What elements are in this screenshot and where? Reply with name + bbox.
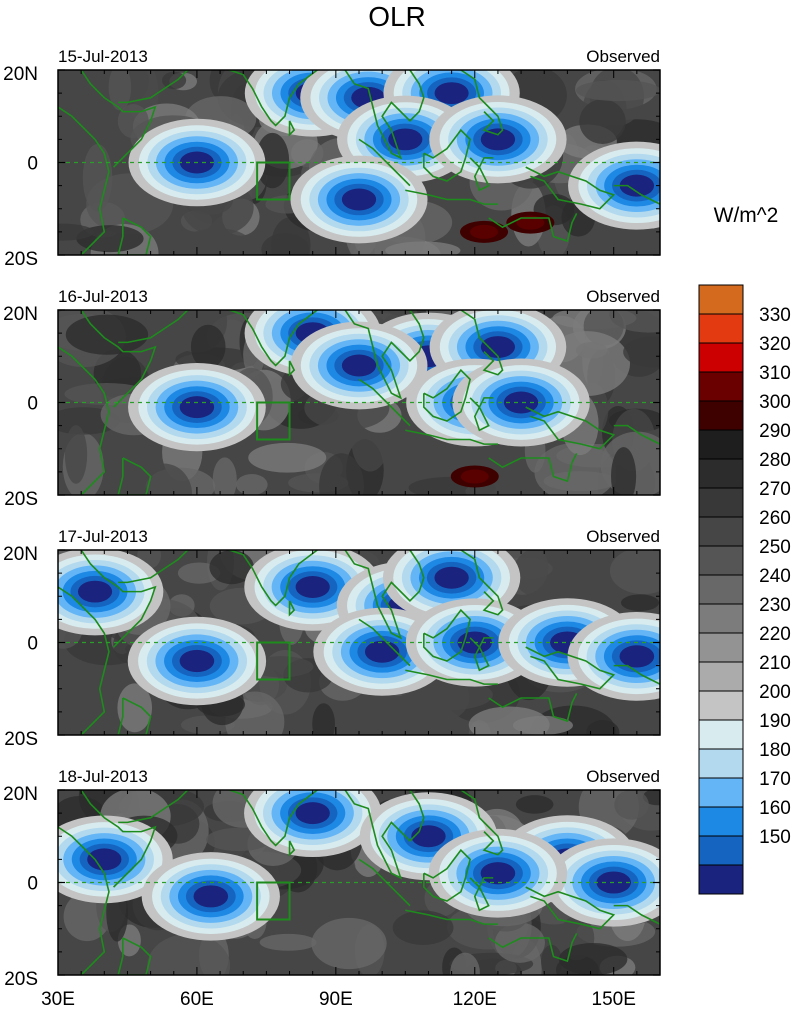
colorbar-swatch	[698, 661, 744, 692]
colorbar-label: 300	[759, 392, 791, 413]
colorbar-swatch	[698, 313, 744, 344]
colorbar-swatch	[698, 748, 744, 779]
panel-2: 16-Jul-2013 Observed 20N 0 20S	[3, 287, 661, 510]
y-tick-label: 20N	[3, 784, 38, 805]
y-tick-label: 20N	[3, 64, 38, 85]
colorbar-swatch	[698, 690, 744, 721]
colorbar-swatch	[698, 458, 744, 489]
colorbar-label: 270	[759, 479, 791, 500]
x-tick-label: 150E	[592, 989, 636, 1010]
colorbar-swatch	[698, 429, 744, 460]
panel-1: 15-Jul-2013 Observed 20N 0 20S	[3, 47, 661, 270]
y-tick-label: 0	[27, 874, 38, 895]
colorbar: W/m^2 150 160 170 180 190 200 210 220 230 240 250 26…	[698, 204, 791, 895]
colorbar-swatch	[698, 835, 744, 866]
colorbar-swatch	[698, 400, 744, 431]
colorbar-label: 220	[759, 624, 791, 645]
panel-label: Observed	[586, 767, 660, 786]
colorbar-label: 260	[759, 508, 791, 529]
colorbar-label: 290	[759, 421, 791, 442]
region-box	[256, 881, 291, 921]
colorbar-label: 240	[759, 566, 791, 587]
colorbar-swatch	[698, 864, 744, 895]
colorbar-label: 230	[759, 595, 791, 616]
panel-label: Observed	[586, 47, 660, 66]
y-tick-label: 20N	[3, 544, 38, 565]
region-box	[256, 641, 291, 681]
colorbar-swatch	[698, 806, 744, 837]
panel-3: 17-Jul-2013 Observed 20N 0 20S	[3, 527, 661, 750]
colorbar-label: 210	[759, 653, 791, 674]
colorbar-swatch	[698, 516, 744, 547]
colorbar-label: 160	[759, 798, 791, 819]
region-box	[256, 161, 291, 201]
colorbar-swatch	[698, 371, 744, 402]
colorbar-label: 330	[759, 305, 791, 326]
y-tick-label: 20S	[4, 729, 38, 750]
colorbar-label: 180	[759, 740, 791, 761]
panel-date: 16-Jul-2013	[58, 287, 148, 306]
colorbar-swatch	[698, 545, 744, 576]
colorbar-swatch	[698, 777, 744, 808]
colorbar-label: 200	[759, 682, 791, 703]
colorbar-swatch	[698, 284, 744, 315]
colorbar-label: 280	[759, 450, 791, 471]
x-tick-label: 30E	[41, 989, 75, 1010]
colorbar-label: 150	[759, 827, 791, 848]
panel-date: 17-Jul-2013	[58, 527, 148, 546]
colorbar-swatch	[698, 719, 744, 750]
panel-date: 18-Jul-2013	[58, 767, 148, 786]
y-tick-label: 0	[27, 394, 38, 415]
colorbar-label: 250	[759, 537, 791, 558]
x-tick-label: 120E	[453, 989, 497, 1010]
colorbar-label: 310	[759, 363, 791, 384]
colorbar-swatch	[698, 574, 744, 605]
panel-label: Observed	[586, 527, 660, 546]
colorbar-label: 190	[759, 711, 791, 732]
colorbar-label: 170	[759, 769, 791, 790]
region-box	[256, 401, 291, 441]
colorbar-swatch	[698, 487, 744, 518]
x-tick-label: 90E	[319, 989, 353, 1010]
panel-date: 15-Jul-2013	[58, 47, 148, 66]
y-tick-label: 20N	[3, 304, 38, 325]
figure-title: OLR	[368, 1, 426, 32]
colorbar-swatch	[698, 603, 744, 634]
colorbar-units: W/m^2	[714, 204, 779, 227]
colorbar-swatch	[698, 342, 744, 373]
x-tick-label: 60E	[180, 989, 214, 1010]
y-tick-label: 20S	[4, 489, 38, 510]
colorbar-label: 320	[759, 334, 791, 355]
y-tick-label: 20S	[4, 969, 38, 990]
y-tick-label: 0	[27, 154, 38, 175]
panel-4: 18-Jul-2013 Observed 20N 0 20S	[3, 767, 661, 990]
y-tick-label: 20S	[4, 249, 38, 270]
panel-label: Observed	[586, 287, 660, 306]
y-tick-label: 0	[27, 634, 38, 655]
colorbar-swatch	[698, 632, 744, 663]
